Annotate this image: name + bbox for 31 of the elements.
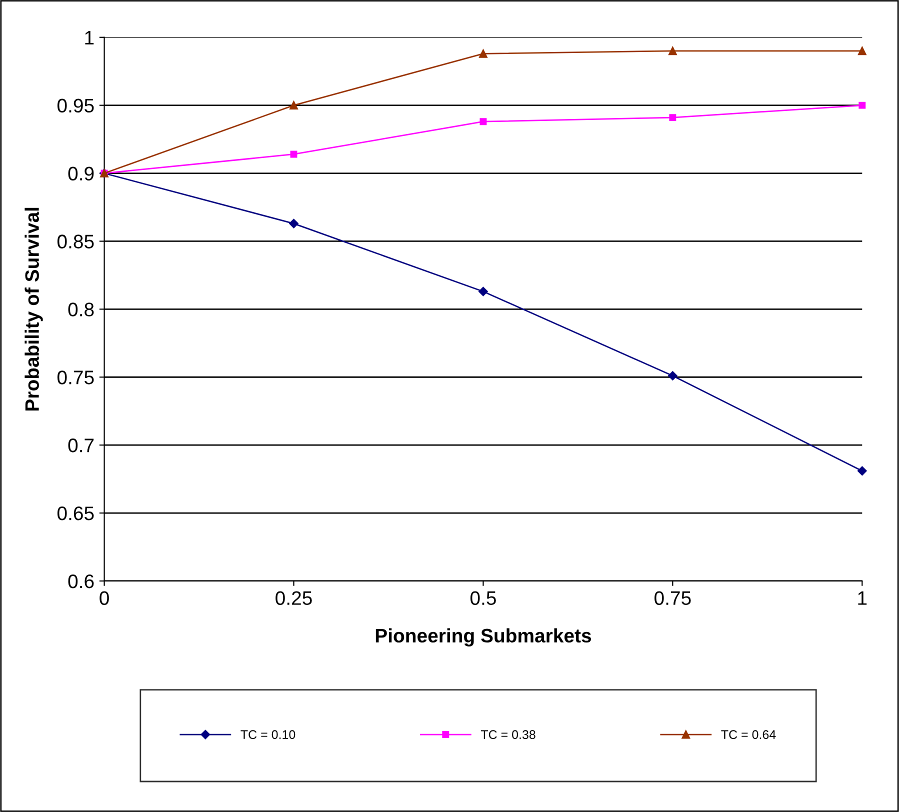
x-tick-label: 0 xyxy=(100,591,109,605)
y-tick-label: 0.75 xyxy=(57,370,94,384)
point xyxy=(669,114,676,122)
x-tick-label: 0.5 xyxy=(470,591,496,605)
y-tick-label: 0.9 xyxy=(68,166,94,180)
legend-label: TC = 0.64 xyxy=(721,730,776,740)
y-tick-label: 0.65 xyxy=(57,506,94,520)
y-tick-label: 0.95 xyxy=(57,98,94,113)
point xyxy=(480,118,487,126)
point xyxy=(478,286,488,296)
y-axis-title: Probability of Survival xyxy=(24,208,43,411)
y-tick-label: 0.85 xyxy=(57,234,94,248)
point xyxy=(289,218,298,228)
x-axis-title: Pioneering Submarkets xyxy=(376,628,592,646)
point xyxy=(290,150,298,158)
point xyxy=(479,49,488,58)
point xyxy=(668,371,678,380)
point xyxy=(858,466,867,476)
x-tick-label: 0.75 xyxy=(654,591,691,605)
point xyxy=(858,102,866,109)
x-tick-label: 1 xyxy=(858,591,867,605)
legend-label: TC = 0.38 xyxy=(480,730,536,740)
y-tick-label: 0.8 xyxy=(68,302,94,316)
y-tick-label: 0.6 xyxy=(68,574,94,588)
y-tick-label: 0.7 xyxy=(68,438,94,452)
legend-label: TC = 0.10 xyxy=(240,730,296,740)
point xyxy=(290,101,298,110)
y-tick-label: 1 xyxy=(85,31,94,44)
x-tick-label: 0.25 xyxy=(276,591,312,605)
point xyxy=(858,46,866,56)
point xyxy=(668,46,677,56)
